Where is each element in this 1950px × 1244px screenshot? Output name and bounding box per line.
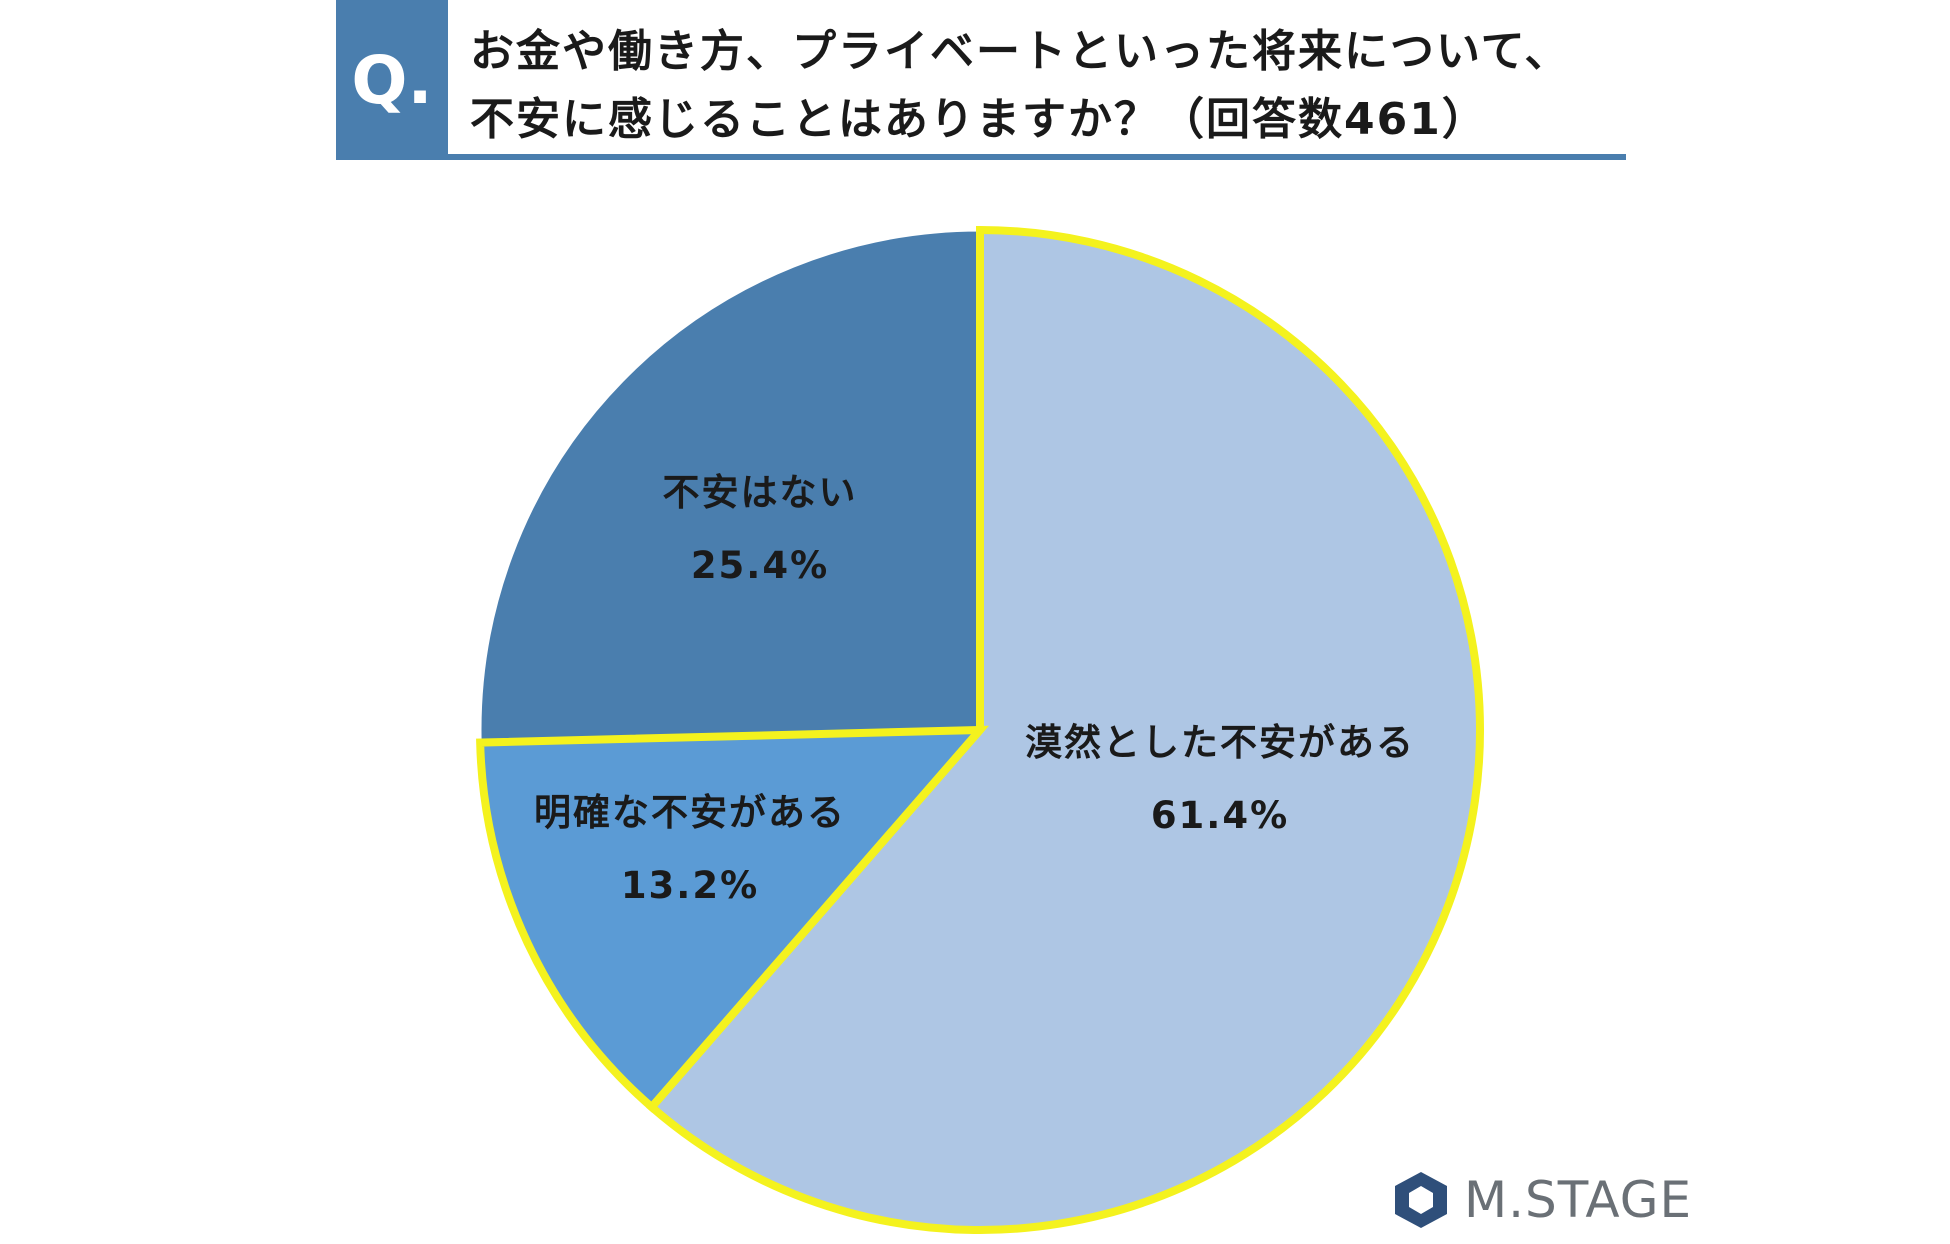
highlight-outline-1 — [476, 725, 989, 1113]
logo-text: M.STAGE — [1464, 1171, 1693, 1229]
hexagon-logo-icon — [1395, 1172, 1447, 1228]
question-badge-text: Q. — [351, 41, 433, 119]
slice-label-2: 不安はない — [663, 471, 858, 514]
slice-label-0: 漠然とした不安がある — [1025, 721, 1415, 764]
highlight-outlines — [476, 225, 1484, 1234]
header-underline — [336, 154, 1626, 160]
question-line-1: お金や働き方、プライベートといった将来について、 — [470, 26, 1571, 77]
slice-labels: 漠然とした不安がある 61.4% 明確な不安がある 13.2% 不安はない 25.4% — [534, 471, 1415, 907]
slice-value-0: 61.4% — [1151, 794, 1289, 837]
slice-label-1: 明確な不安がある — [534, 791, 846, 834]
question-line-2: 不安に感じることはありますか？（回答数461） — [470, 94, 1488, 145]
pie-slice-2 — [478, 228, 982, 745]
slice-value-1: 13.2% — [621, 864, 759, 907]
question-badge: Q. — [336, 0, 448, 160]
question-title: お金や働き方、プライベートといった将来について、 不安に感じることはありますか？… — [470, 18, 1620, 154]
slice-value-2: 25.4% — [691, 544, 829, 587]
brand-logo: M.STAGE — [1392, 1170, 1692, 1230]
highlight-outline-0 — [646, 225, 1484, 1234]
